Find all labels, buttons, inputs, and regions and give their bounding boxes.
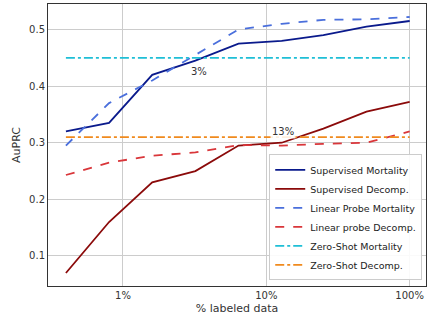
- svg-text:13%: 13%: [272, 126, 294, 137]
- svg-text:0.3: 0.3: [29, 137, 45, 148]
- svg-text:Zero-Shot Mortality: Zero-Shot Mortality: [310, 241, 403, 252]
- svg-text:Supervised Mortality: Supervised Mortality: [310, 165, 408, 176]
- svg-text:0.2: 0.2: [29, 194, 45, 205]
- svg-text:0.5: 0.5: [29, 24, 45, 35]
- svg-text:Linear probe Decomp.: Linear probe Decomp.: [310, 222, 415, 233]
- svg-text:1%: 1%: [115, 290, 131, 301]
- svg-text:100%: 100%: [395, 290, 424, 301]
- svg-text:Linear Probe Mortality: Linear Probe Mortality: [310, 203, 415, 214]
- svg-text:0.1: 0.1: [29, 250, 45, 261]
- svg-text:Supervised Decomp.: Supervised Decomp.: [310, 184, 408, 195]
- svg-text:AuPRC: AuPRC: [10, 127, 23, 163]
- svg-text:Zero-Shot Decomp.: Zero-Shot Decomp.: [310, 260, 403, 271]
- svg-text:% labeled data: % labeled data: [196, 302, 279, 315]
- svg-text:3%: 3%: [191, 66, 207, 77]
- svg-text:0.4: 0.4: [29, 81, 45, 92]
- svg-text:10%: 10%: [255, 290, 277, 301]
